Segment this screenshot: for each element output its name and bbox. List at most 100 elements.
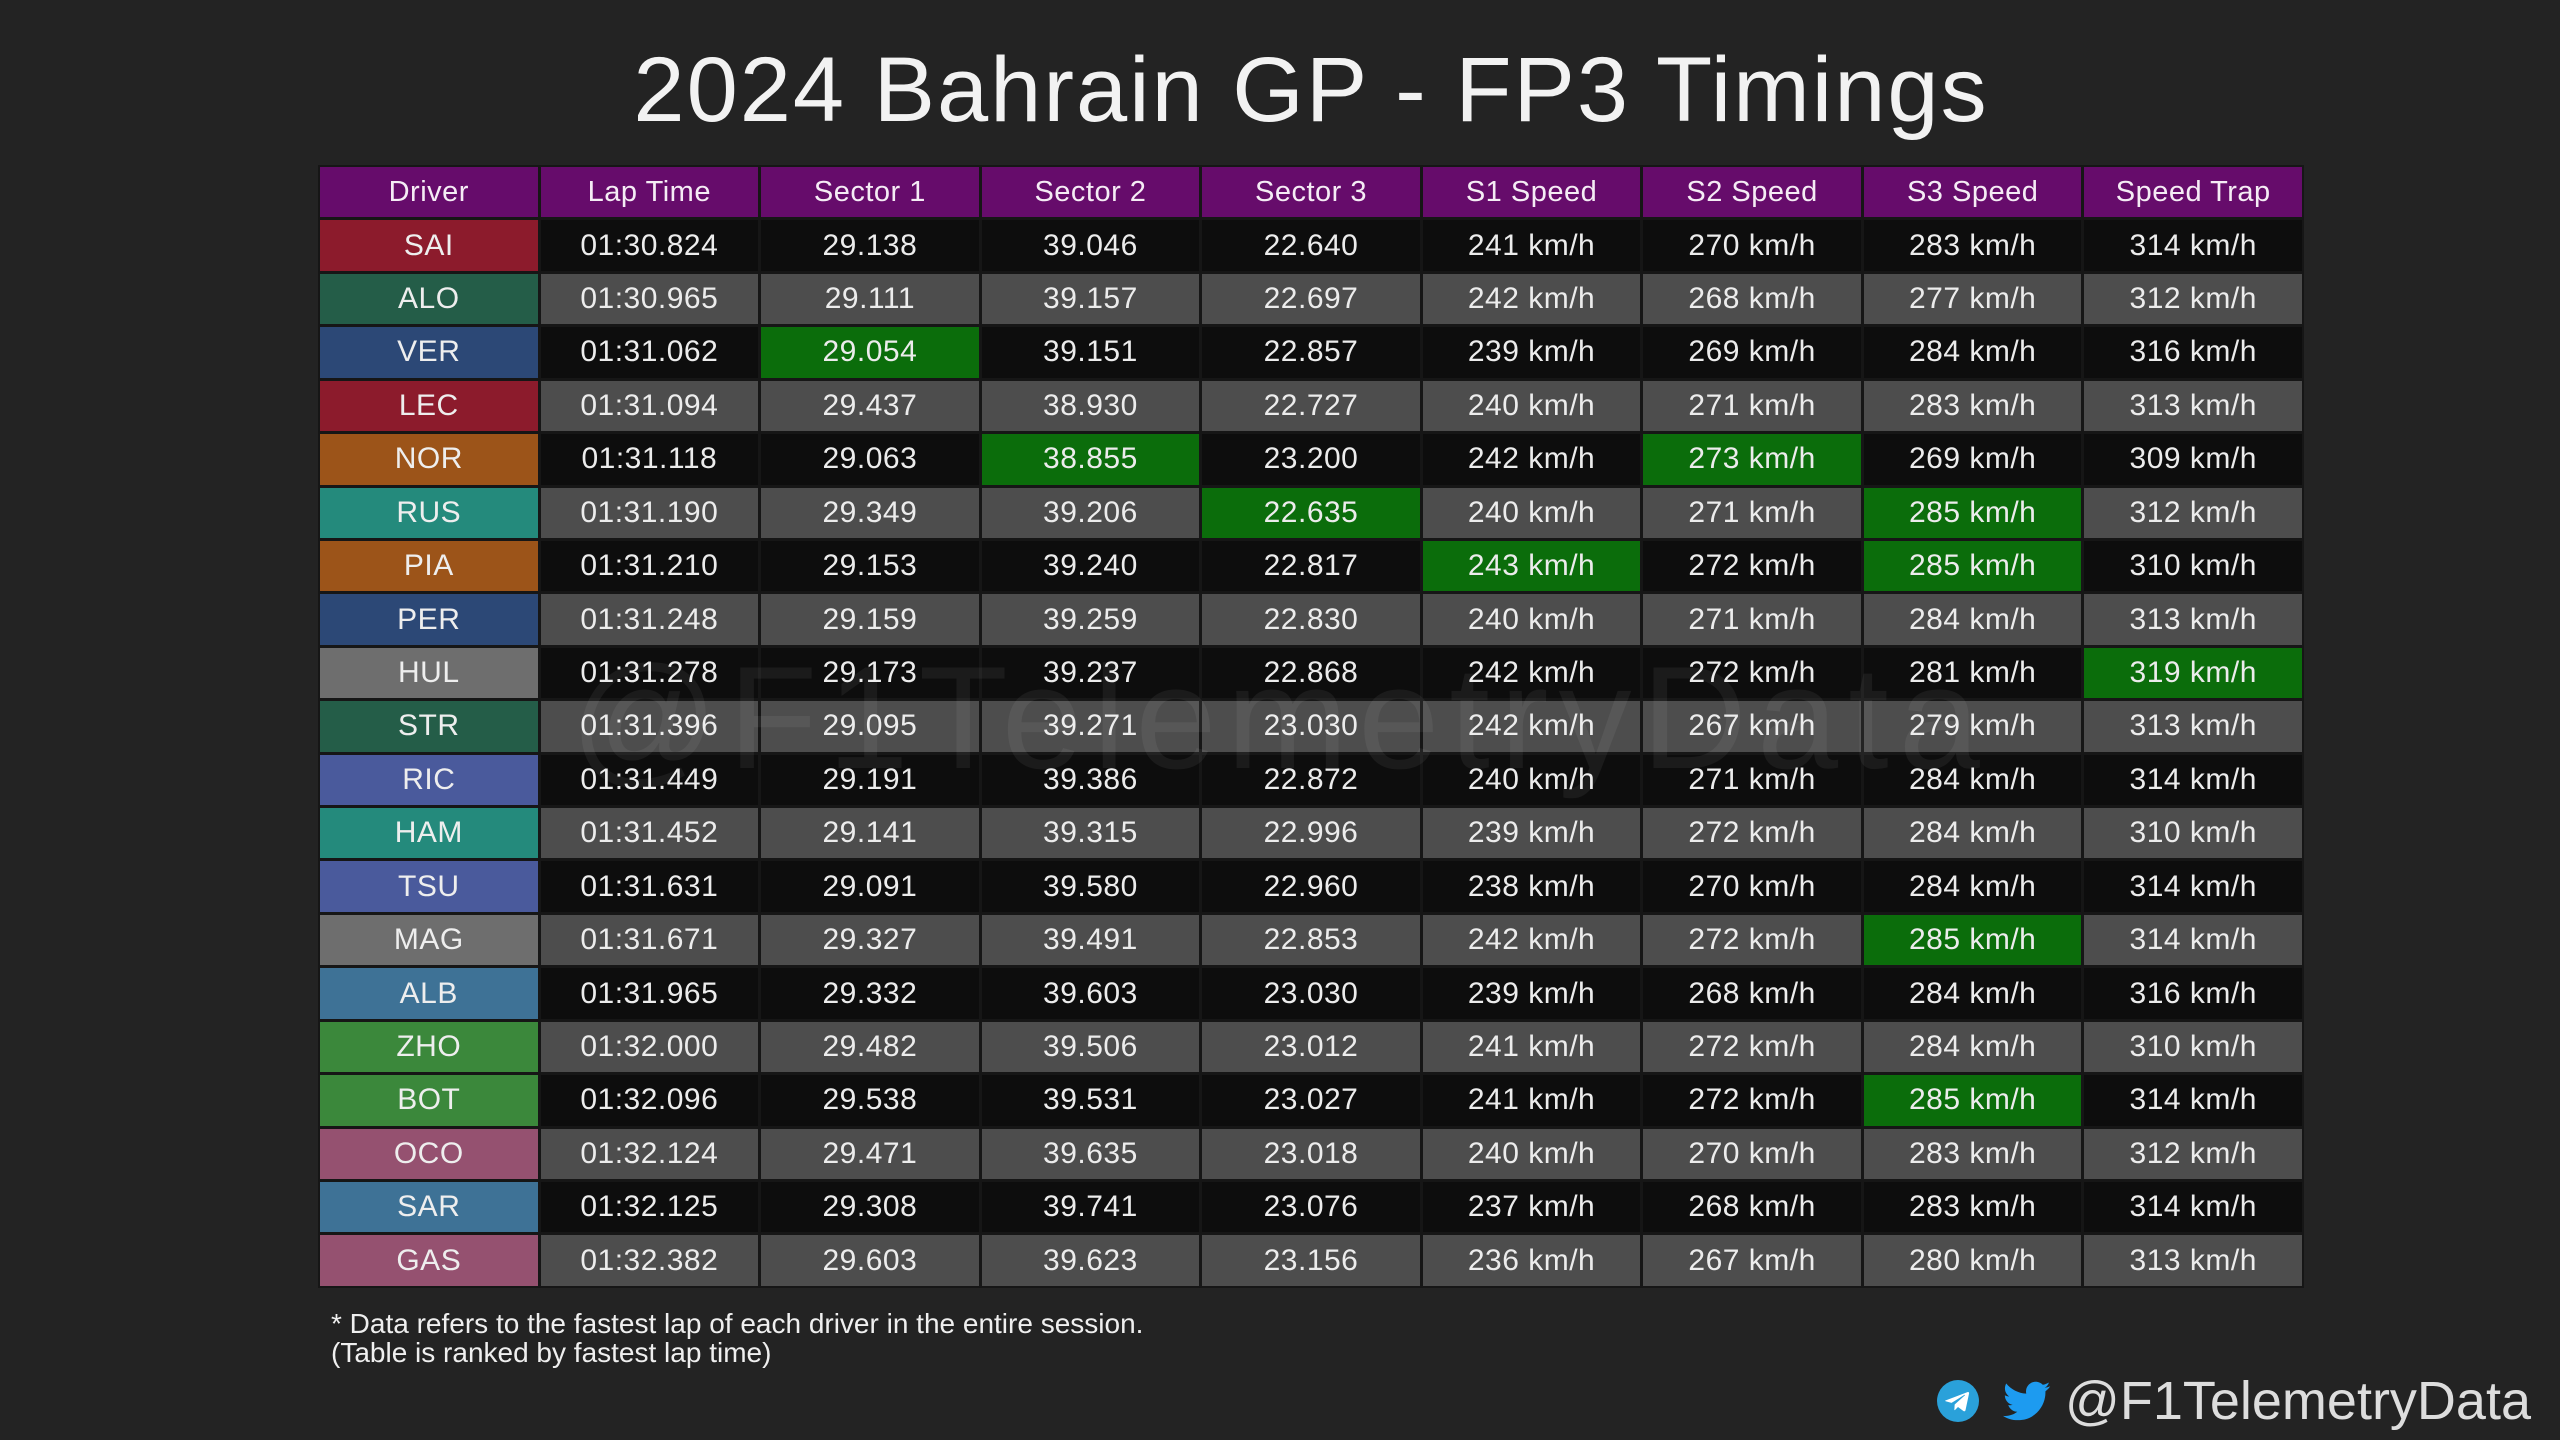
driver-cell-mag: MAG bbox=[320, 914, 538, 966]
cell-sar-s2-speed: 268 km/h bbox=[1643, 1182, 1861, 1233]
cell-nor-sector-2: 38.855 bbox=[981, 434, 1200, 485]
cell-lec-sector-3: 22.727 bbox=[1202, 380, 1420, 432]
cell-zho-s3-speed: 284 km/h bbox=[1863, 1021, 2082, 1073]
driver-cell-zho: ZHO bbox=[320, 1021, 538, 1073]
cell-oco-sector-1: 29.471 bbox=[761, 1128, 979, 1180]
cell-hul-s3-speed: 281 km/h bbox=[1863, 647, 2082, 699]
cell-alb-sector-3: 23.030 bbox=[1202, 968, 1420, 1019]
cell-ric-s2-speed: 271 km/h bbox=[1643, 754, 1861, 806]
cell-per-sector-2: 39.259 bbox=[981, 594, 1200, 645]
page-title: 2024 Bahrain GP - FP3 Timings bbox=[633, 39, 1989, 141]
cell-pia-s1-speed: 243 km/h bbox=[1422, 540, 1641, 592]
cell-rus-s1-speed: 240 km/h bbox=[1422, 487, 1641, 538]
cell-gas-s3-speed: 280 km/h bbox=[1863, 1235, 2082, 1286]
cell-ham-s3-speed: 284 km/h bbox=[1863, 808, 2082, 859]
cell-ric-sector-3: 22.872 bbox=[1202, 754, 1420, 806]
cell-zho-sector-3: 23.012 bbox=[1202, 1021, 1420, 1073]
cell-tsu-s1-speed: 238 km/h bbox=[1422, 861, 1641, 912]
cell-ham-speed-trap: 310 km/h bbox=[2084, 808, 2302, 859]
cell-ver-sector-3: 22.857 bbox=[1202, 327, 1420, 378]
cell-oco-sector-2: 39.635 bbox=[981, 1128, 1200, 1180]
cell-mag-sector-3: 22.853 bbox=[1202, 914, 1420, 966]
cell-hul-sector-3: 22.868 bbox=[1202, 647, 1420, 699]
cell-alo-s3-speed: 277 km/h bbox=[1863, 273, 2082, 325]
cell-rus-sector-2: 39.206 bbox=[981, 487, 1200, 538]
cell-ham-s2-speed: 272 km/h bbox=[1643, 808, 1861, 859]
cell-sai-s2-speed: 270 km/h bbox=[1643, 220, 1861, 271]
footnotes: * Data refers to the fastest lap of each… bbox=[331, 1309, 1143, 1367]
cell-per-sector-1: 29.159 bbox=[761, 594, 979, 645]
header-cell-sector-2: Sector 2 bbox=[981, 167, 1200, 218]
cell-gas-lap-time: 01:32.382 bbox=[540, 1235, 759, 1286]
header-cell-s2-speed: S2 Speed bbox=[1643, 167, 1861, 218]
cell-hul-lap-time: 01:31.278 bbox=[540, 647, 759, 699]
cell-bot-s2-speed: 272 km/h bbox=[1643, 1075, 1861, 1126]
cell-bot-sector-1: 29.538 bbox=[761, 1075, 979, 1126]
cell-alb-sector-2: 39.603 bbox=[981, 968, 1200, 1019]
driver-cell-gas: GAS bbox=[320, 1235, 538, 1286]
twitter-icon bbox=[2001, 1380, 2051, 1422]
cell-alb-speed-trap: 316 km/h bbox=[2084, 968, 2302, 1019]
cell-zho-sector-2: 39.506 bbox=[981, 1021, 1200, 1073]
cell-pia-speed-trap: 310 km/h bbox=[2084, 540, 2302, 592]
cell-bot-s1-speed: 241 km/h bbox=[1422, 1075, 1641, 1126]
cell-sar-sector-2: 39.741 bbox=[981, 1182, 1200, 1233]
cell-alo-speed-trap: 312 km/h bbox=[2084, 273, 2302, 325]
cell-lec-s3-speed: 283 km/h bbox=[1863, 380, 2082, 432]
timing-table: Driver Lap Time Sector 1 Sector 2 Sector 3 S1… bbox=[318, 165, 2304, 1288]
driver-cell-ham: HAM bbox=[320, 808, 538, 859]
driver-cell-str: STR bbox=[320, 701, 538, 752]
table-row-ric: RIC 01:31.449 29.191 39.386 22.872 240 km/h 27… bbox=[320, 754, 2302, 806]
footnote-ranking-note: (Table is ranked by fastest lap time) bbox=[331, 1337, 772, 1368]
cell-alb-sector-1: 29.332 bbox=[761, 968, 979, 1019]
header-cell-s3-speed: S3 Speed bbox=[1863, 167, 2082, 218]
cell-ver-s1-speed: 239 km/h bbox=[1422, 327, 1641, 378]
cell-ver-s3-speed: 284 km/h bbox=[1863, 327, 2082, 378]
cell-mag-s2-speed: 272 km/h bbox=[1643, 914, 1861, 966]
cell-sai-s3-speed: 283 km/h bbox=[1863, 220, 2082, 271]
cell-rus-lap-time: 01:31.190 bbox=[540, 487, 759, 538]
cell-sai-speed-trap: 314 km/h bbox=[2084, 220, 2302, 271]
cell-zho-speed-trap: 310 km/h bbox=[2084, 1021, 2302, 1073]
driver-cell-ric: RIC bbox=[320, 754, 538, 806]
cell-pia-s2-speed: 272 km/h bbox=[1643, 540, 1861, 592]
table-header-row: Driver Lap Time Sector 1 Sector 2 Sector 3 S1… bbox=[320, 167, 2302, 218]
cell-lec-lap-time: 01:31.094 bbox=[540, 380, 759, 432]
cell-alo-s1-speed: 242 km/h bbox=[1422, 273, 1641, 325]
cell-alb-s2-speed: 268 km/h bbox=[1643, 968, 1861, 1019]
table-row-alb: ALB 01:31.965 29.332 39.603 23.030 239 km/h 26… bbox=[320, 968, 2302, 1019]
cell-tsu-sector-3: 22.960 bbox=[1202, 861, 1420, 912]
cell-rus-sector-3: 22.635 bbox=[1202, 487, 1420, 538]
cell-tsu-sector-2: 39.580 bbox=[981, 861, 1200, 912]
cell-nor-s3-speed: 269 km/h bbox=[1863, 434, 2082, 485]
driver-cell-pia: PIA bbox=[320, 540, 538, 592]
cell-sar-sector-1: 29.308 bbox=[761, 1182, 979, 1233]
table-row-per: PER 01:31.248 29.159 39.259 22.830 240 km/h 27… bbox=[320, 594, 2302, 645]
cell-mag-sector-1: 29.327 bbox=[761, 914, 979, 966]
cell-pia-s3-speed: 285 km/h bbox=[1863, 540, 2082, 592]
table-row-oco: OCO 01:32.124 29.471 39.635 23.018 240 km/h 27… bbox=[320, 1128, 2302, 1180]
cell-hul-s2-speed: 272 km/h bbox=[1643, 647, 1861, 699]
cell-nor-s2-speed: 273 km/h bbox=[1643, 434, 1861, 485]
cell-sar-lap-time: 01:32.125 bbox=[540, 1182, 759, 1233]
table-row-rus: RUS 01:31.190 29.349 39.206 22.635 240 km/h 27… bbox=[320, 487, 2302, 538]
header-cell-s1-speed: S1 Speed bbox=[1422, 167, 1641, 218]
cell-oco-s2-speed: 270 km/h bbox=[1643, 1128, 1861, 1180]
cell-mag-s1-speed: 242 km/h bbox=[1422, 914, 1641, 966]
cell-oco-s1-speed: 240 km/h bbox=[1422, 1128, 1641, 1180]
cell-alo-sector-3: 22.697 bbox=[1202, 273, 1420, 325]
cell-sai-lap-time: 01:30.824 bbox=[540, 220, 759, 271]
cell-hul-speed-trap: 319 km/h bbox=[2084, 647, 2302, 699]
table-row-hul: HUL 01:31.278 29.173 39.237 22.868 242 km/h 27… bbox=[320, 647, 2302, 699]
driver-cell-hul: HUL bbox=[320, 647, 538, 699]
brand-handle: @F1TelemetryData bbox=[2065, 1371, 2531, 1431]
cell-sar-s1-speed: 237 km/h bbox=[1422, 1182, 1641, 1233]
cell-sar-sector-3: 23.076 bbox=[1202, 1182, 1420, 1233]
cell-sai-sector-1: 29.138 bbox=[761, 220, 979, 271]
cell-gas-s1-speed: 236 km/h bbox=[1422, 1235, 1641, 1286]
cell-ham-lap-time: 01:31.452 bbox=[540, 808, 759, 859]
branding: @F1TelemetryData bbox=[1937, 1374, 2531, 1428]
cell-str-sector-2: 39.271 bbox=[981, 701, 1200, 752]
cell-str-sector-3: 23.030 bbox=[1202, 701, 1420, 752]
cell-ver-sector-2: 39.151 bbox=[981, 327, 1200, 378]
